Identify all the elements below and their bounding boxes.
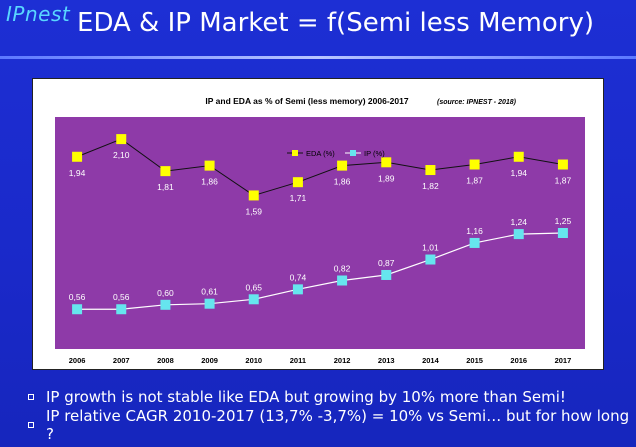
data-point-eda <box>425 165 436 176</box>
slide-title: EDA & IP Market = f(Semi less Memory) <box>77 8 594 38</box>
chart-title: IP and EDA as % of Semi (less memory) 20… <box>205 96 408 106</box>
data-label-eda: 1,87 <box>555 176 572 186</box>
data-label-ip: 0,87 <box>378 258 395 268</box>
data-point-ip <box>381 269 392 280</box>
x-tick-label: 2006 <box>69 356 86 365</box>
chart-source-note: (source: IPNEST - 2018) <box>437 99 517 106</box>
data-point-ip <box>425 254 436 265</box>
data-point-eda <box>116 134 127 145</box>
x-tick-label: 2011 <box>290 356 306 365</box>
data-point-ip <box>469 237 480 248</box>
data-point-eda <box>204 160 215 171</box>
data-label-eda: 1,94 <box>510 168 527 178</box>
data-label-ip: 0,61 <box>201 287 218 297</box>
data-point-ip <box>116 304 127 315</box>
series-line-eda <box>76 138 564 196</box>
data-label-eda: 1,81 <box>157 182 174 192</box>
x-tick-label: 2010 <box>245 356 262 365</box>
x-tick-label: 2012 <box>334 356 351 365</box>
data-point-ip <box>337 275 348 286</box>
data-label-eda: 1,87 <box>466 176 483 186</box>
data-label-eda: 1,82 <box>422 181 439 191</box>
x-tick-label: 2008 <box>157 356 174 365</box>
data-label-ip: 0,74 <box>290 272 307 282</box>
eda-ip-line-chart: IP and EDA as % of Semi (less memory) 20… <box>55 96 585 365</box>
x-tick-label: 2016 <box>510 356 527 365</box>
data-point-ip <box>513 229 524 240</box>
data-point-eda <box>248 190 259 201</box>
data-label-ip: 0,60 <box>157 288 174 298</box>
data-point-ip <box>557 228 568 238</box>
data-point-eda <box>381 157 392 168</box>
data-point-eda <box>557 159 568 170</box>
ipnest-logo: IPnest <box>6 2 71 26</box>
legend-marker <box>292 150 298 156</box>
x-tick-label: 2015 <box>466 356 483 365</box>
legend-label: EDA (%) <box>306 149 335 158</box>
bullet-list: IP growth is not stable like EDA but gro… <box>28 383 636 443</box>
data-point-eda <box>469 159 480 170</box>
data-label-eda: 1,89 <box>378 173 395 183</box>
data-label-ip: 1,01 <box>422 243 439 253</box>
bullet-text: IP growth is not stable like EDA but gro… <box>46 388 566 406</box>
data-point-ip <box>72 304 83 315</box>
data-label-ip: 0,56 <box>113 292 130 302</box>
x-tick-label: 2013 <box>378 356 395 365</box>
data-label-ip: 1,16 <box>466 226 483 236</box>
legend-label: IP (%) <box>364 149 385 158</box>
data-point-ip <box>292 284 303 295</box>
data-label-ip: 1,24 <box>510 217 527 227</box>
data-label-eda: 2,10 <box>113 150 130 160</box>
data-label-eda: 1,71 <box>290 193 307 203</box>
bullet-item: IP relative CAGR 2010-2017 (13,7% -3,7%)… <box>28 407 636 443</box>
data-label-ip: 1,25 <box>555 216 572 226</box>
x-tick-label: 2017 <box>555 356 572 365</box>
x-tick-label: 2014 <box>422 356 440 365</box>
data-label-eda: 1,86 <box>334 177 351 187</box>
square-bullet-icon <box>28 394 34 400</box>
data-point-eda <box>337 160 348 171</box>
series-line-ip <box>77 232 563 310</box>
data-point-eda <box>292 177 303 188</box>
data-label-eda: 1,59 <box>245 206 262 216</box>
square-bullet-icon <box>28 422 34 428</box>
x-tick-label: 2009 <box>201 356 218 365</box>
bullet-text: IP relative CAGR 2010-2017 (13,7% -3,7%)… <box>45 407 630 443</box>
data-label-eda: 1,94 <box>69 168 86 178</box>
bullet-item: IP growth is not stable like EDA but gro… <box>28 383 636 411</box>
data-point-eda <box>513 151 524 162</box>
data-label-ip: 0,82 <box>334 264 351 274</box>
data-point-eda <box>72 151 83 162</box>
data-label-eda: 1,86 <box>201 177 218 187</box>
data-label-ip: 0,56 <box>69 292 86 302</box>
data-point-ip <box>248 294 259 305</box>
chart-frame: IP and EDA as % of Semi (less memory) 20… <box>32 78 604 370</box>
data-point-ip <box>160 299 171 310</box>
data-point-ip <box>204 298 215 309</box>
legend-marker <box>350 150 356 156</box>
title-divider <box>0 56 636 59</box>
data-point-eda <box>160 166 171 177</box>
x-tick-label: 2007 <box>113 356 130 365</box>
data-label-ip: 0,65 <box>245 282 262 292</box>
